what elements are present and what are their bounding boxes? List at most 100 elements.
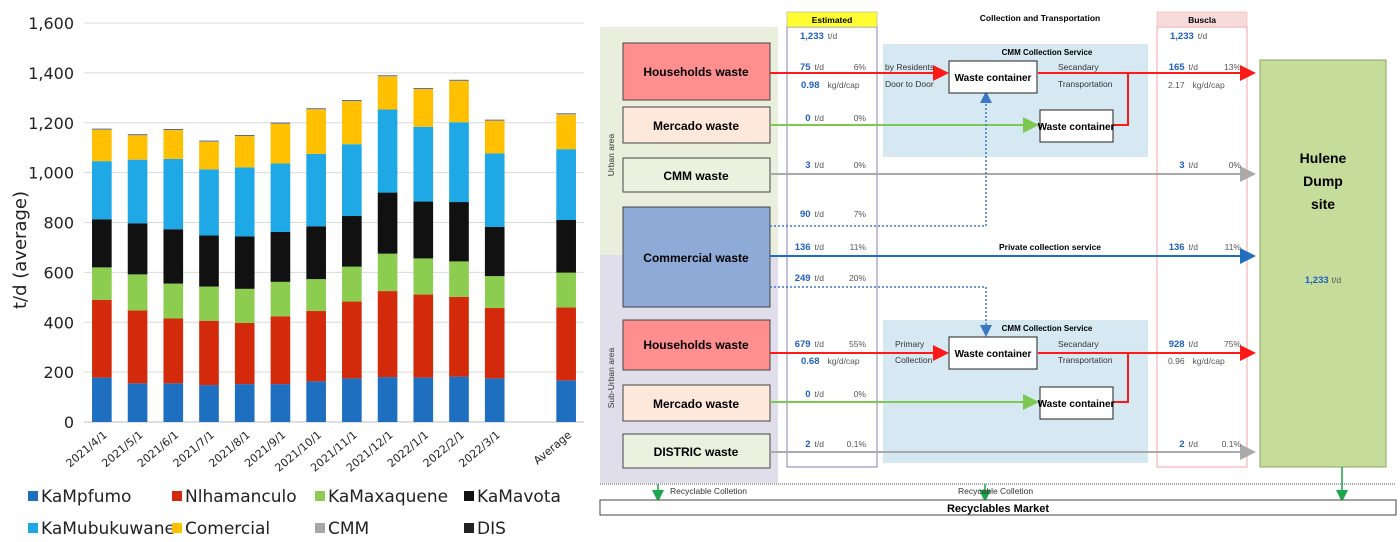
- bus-hh-urban-pct: 13%: [1224, 62, 1241, 72]
- bar-segment: [234, 167, 255, 237]
- bar-segment: [92, 161, 112, 220]
- households-suburban-label: Households waste: [643, 338, 749, 352]
- bus-hh-suburban-kg: 0.96 kg/d/cap: [1168, 356, 1225, 366]
- bar-segment: [199, 235, 219, 287]
- bar-segment: [449, 296, 469, 377]
- estimated-header: Estimated: [812, 15, 853, 25]
- recyclables-market-label: Recyclables Market: [947, 503, 1049, 515]
- est-hh-suburban: 679 t/d: [795, 339, 825, 350]
- legend-swatch: [28, 523, 38, 533]
- distric-box: [622, 433, 771, 469]
- bar-segment: [234, 288, 255, 323]
- bus-distric-pct: 0.1%: [1222, 439, 1242, 449]
- bar-segment: [413, 377, 434, 422]
- dump-site: [1259, 59, 1387, 468]
- y-tick-label: 600: [43, 263, 74, 282]
- bar-segment: [377, 253, 398, 292]
- flow-mercado-urban-2: [1113, 73, 1129, 126]
- bus-cmm: 3 t/d: [1179, 160, 1198, 171]
- estimated-total: 1,233 t/d: [800, 31, 838, 42]
- legend-label: Comercial: [185, 519, 270, 539]
- bar-segment: [484, 121, 505, 154]
- bar-segment: [342, 100, 362, 102]
- legend-swatch: [172, 491, 182, 501]
- bar-segment: [306, 153, 326, 227]
- bar-segment: [377, 291, 398, 378]
- bus-com-pct: 11%: [1225, 242, 1242, 252]
- bar-segment: [449, 376, 469, 422]
- bar-segment: [556, 307, 576, 381]
- bar-segment: [127, 310, 148, 384]
- est-hh-urban-kg: 0.98 kg/d/cap: [801, 80, 860, 91]
- label-primary: Primary: [895, 339, 925, 349]
- bar-segment: [270, 316, 291, 385]
- cmm-service-title-suburban: CMM Collection Service: [1002, 324, 1093, 333]
- stacked-bar-chart: 0 200 400 600 800 1,000 1,200 1,400 1,600 2021/4…: [10, 14, 584, 539]
- dump-site-line3: site: [1311, 196, 1335, 212]
- urban-zone-label: Urban area: [606, 133, 616, 176]
- est-hh-suburban-kg: 0.68 kg/d/cap: [801, 356, 860, 367]
- mercado-suburban-label: Mercado waste: [653, 397, 739, 411]
- distric-label: DISTRIC waste: [654, 445, 739, 459]
- dump-site-line1: Hulene: [1300, 150, 1347, 166]
- label-secandary-suburban: Secandary: [1058, 339, 1099, 349]
- bus-cmm-pct: 0%: [1229, 160, 1242, 170]
- est-distric: 2 t/d: [805, 439, 824, 450]
- bar-segment: [92, 377, 112, 422]
- legend-swatch: [28, 491, 38, 501]
- y-tick-label: 0: [64, 413, 74, 432]
- bar-segment: [484, 153, 505, 227]
- waste-flow-diagram: Urban area Sub-Urban area Estimated Coll…: [599, 11, 1397, 516]
- est-com2: 136 t/d: [795, 242, 825, 253]
- est-com2-pct: 11%: [850, 242, 867, 252]
- households-suburban-box: [622, 319, 771, 371]
- bus-com: 136 t/d: [1169, 242, 1199, 253]
- bar-segment: [377, 76, 398, 110]
- container-suburban-1-label: Waste container: [955, 349, 1032, 360]
- recyclable-label-1: Recyclable Colletion: [670, 486, 747, 496]
- bar-segment: [342, 301, 362, 379]
- dump-site-line2: Dump: [1303, 173, 1343, 189]
- legend-label: KaMaxaquene: [328, 487, 448, 507]
- bar-segment: [92, 299, 112, 378]
- container-suburban-2: [1039, 386, 1114, 420]
- bar-segment: [270, 123, 291, 164]
- x-tick-label: Average: [531, 428, 574, 467]
- mercado-urban-label: Mercado waste: [653, 119, 739, 133]
- bar-segment: [556, 272, 576, 308]
- bar-segment: [342, 266, 362, 302]
- bar-segment: [270, 163, 291, 232]
- bar-segment: [413, 88, 434, 90]
- est-hh-urban: 75 t/d: [800, 62, 824, 73]
- recyclable-label-2: Recycable Colletion: [958, 486, 1033, 496]
- bar-segment: [306, 226, 326, 280]
- y-tick-label: 1,200: [28, 114, 74, 133]
- legend: KaMpfumo Nlhamanculo KaMaxaquene KaMavota Ka…: [28, 487, 561, 539]
- y-tick-label: 1,400: [28, 64, 74, 83]
- buscla-header-box: [1156, 11, 1248, 28]
- bar-segment: [306, 108, 326, 110]
- bar-segment: [234, 135, 255, 137]
- y-tick-label: 1,000: [28, 164, 74, 183]
- bar-segment: [127, 383, 148, 422]
- label-by-residents: by Residents: [885, 62, 934, 72]
- legend-label: Nlhamanculo: [185, 487, 297, 507]
- bar-segment: [484, 378, 505, 422]
- bar-segment: [449, 81, 469, 123]
- bar-segment: [306, 279, 326, 312]
- bar-segment: [270, 231, 291, 282]
- bus-distric: 2 t/d: [1179, 439, 1198, 450]
- bar-segment: [163, 318, 184, 384]
- bar-segment: [199, 141, 219, 170]
- bar-segment: [306, 381, 326, 422]
- est-com3: 249 t/d: [795, 273, 825, 284]
- container-urban-2: [1039, 109, 1114, 143]
- bus-hh-urban: 165 t/d: [1169, 62, 1199, 73]
- bar-segment: [449, 202, 469, 262]
- est-hh-urban-pct: 6%: [854, 62, 867, 72]
- flow-commercial-dotted-down: [770, 286, 992, 337]
- y-tick-label: 200: [43, 363, 74, 382]
- cmm-waste-box: [622, 157, 771, 193]
- legend-label: KaMpfumo: [41, 487, 131, 507]
- households-urban-label: Households waste: [643, 65, 749, 79]
